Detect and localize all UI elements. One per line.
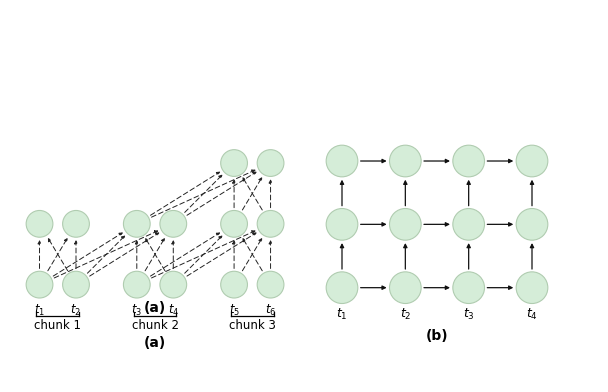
Circle shape — [257, 211, 284, 237]
Text: $t_1$: $t_1$ — [336, 307, 348, 322]
Text: chunk 2: chunk 2 — [131, 319, 179, 332]
Text: chunk 3: chunk 3 — [229, 319, 276, 332]
Circle shape — [123, 271, 150, 298]
Circle shape — [63, 211, 89, 237]
Circle shape — [63, 271, 89, 298]
Text: $t_4$: $t_4$ — [168, 303, 179, 318]
Circle shape — [326, 145, 358, 177]
Circle shape — [326, 272, 358, 303]
Text: (a): (a) — [144, 301, 166, 315]
Circle shape — [160, 271, 187, 298]
Circle shape — [123, 211, 150, 237]
Circle shape — [221, 150, 247, 176]
Circle shape — [453, 272, 485, 303]
Text: $t_4$: $t_4$ — [526, 307, 538, 322]
Circle shape — [390, 272, 421, 303]
Text: $t_6$: $t_6$ — [265, 303, 276, 318]
Circle shape — [257, 150, 284, 176]
Circle shape — [221, 271, 247, 298]
Circle shape — [516, 209, 548, 240]
Text: (a): (a) — [144, 336, 166, 350]
Circle shape — [516, 272, 548, 303]
Text: $t_5$: $t_5$ — [229, 303, 240, 318]
Circle shape — [221, 211, 247, 237]
Circle shape — [26, 271, 53, 298]
Circle shape — [453, 209, 485, 240]
Circle shape — [160, 211, 187, 237]
Circle shape — [516, 145, 548, 177]
Text: $t_2$: $t_2$ — [399, 307, 411, 322]
Text: $t_2$: $t_2$ — [71, 303, 81, 318]
Circle shape — [390, 209, 421, 240]
Circle shape — [390, 145, 421, 177]
Circle shape — [26, 211, 53, 237]
Text: (b): (b) — [426, 329, 448, 343]
Text: $t_1$: $t_1$ — [34, 303, 45, 318]
Circle shape — [257, 271, 284, 298]
Text: chunk 1: chunk 1 — [34, 319, 81, 332]
Circle shape — [326, 209, 358, 240]
Text: $t_3$: $t_3$ — [463, 307, 475, 322]
Circle shape — [453, 145, 485, 177]
Text: $t_3$: $t_3$ — [131, 303, 142, 318]
